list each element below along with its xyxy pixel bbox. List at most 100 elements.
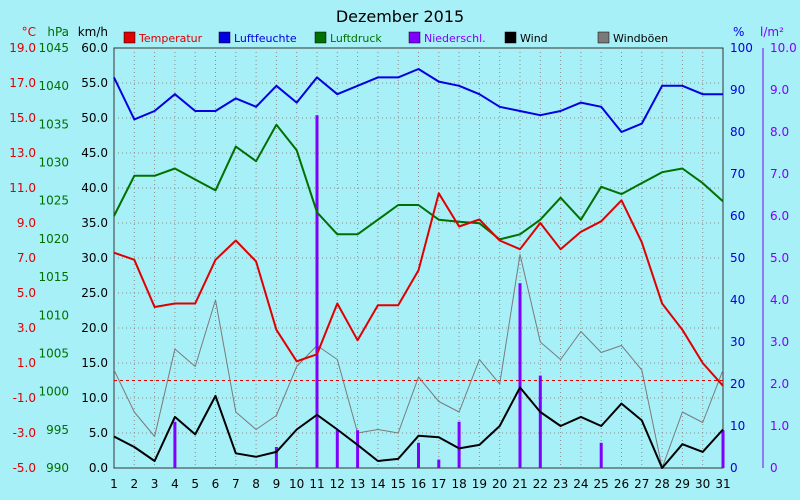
x-tick-label: 12 bbox=[330, 477, 345, 491]
precip-bar bbox=[518, 283, 522, 468]
legend-swatch bbox=[408, 31, 421, 44]
temp-tick-label: 15.0 bbox=[9, 111, 36, 125]
series-line-windb-en bbox=[113, 254, 724, 469]
legend-swatch bbox=[123, 31, 136, 44]
precip-bar bbox=[356, 430, 360, 468]
precip-bar bbox=[457, 421, 461, 468]
precip-bar bbox=[437, 459, 441, 468]
precip-tick-label: 6.0 bbox=[770, 209, 789, 223]
wind-tick-label: 55.0 bbox=[81, 76, 108, 90]
series-line-luftdruck bbox=[113, 123, 724, 241]
legend-label: Wind bbox=[520, 32, 548, 45]
wind-tick-label: 45.0 bbox=[81, 146, 108, 160]
x-tick-label: 21 bbox=[512, 477, 527, 491]
legend-label: Luftdruck bbox=[330, 32, 382, 45]
precip-tick-label: 1.0 bbox=[770, 419, 789, 433]
pressure-tick-label: 1000 bbox=[38, 385, 69, 399]
wind-tick-label: 50.0 bbox=[81, 111, 108, 125]
temp-tick-label: 11.0 bbox=[9, 181, 36, 195]
x-tick-label: 27 bbox=[634, 477, 649, 491]
pressure-tick-label: 1010 bbox=[38, 308, 69, 322]
x-tick-label: 17 bbox=[431, 477, 446, 491]
precip-bar bbox=[599, 442, 603, 468]
temp-tick-label: 17.0 bbox=[9, 76, 36, 90]
humidity-tick-label: 100 bbox=[730, 41, 753, 55]
humidity-tick-label: 80 bbox=[730, 125, 745, 139]
humidity-tick-label: 90 bbox=[730, 83, 745, 97]
wind-tick-label: 5.0 bbox=[89, 426, 108, 440]
legend-label: Niederschl. bbox=[424, 32, 486, 45]
precip-bar bbox=[335, 430, 339, 468]
wind-tick-label: 40.0 bbox=[81, 181, 108, 195]
humidity-tick-label: 10 bbox=[730, 419, 745, 433]
x-tick-label: 31 bbox=[715, 477, 730, 491]
wind-tick-label: 25.0 bbox=[81, 286, 108, 300]
x-tick-label: 10 bbox=[289, 477, 304, 491]
temp-tick-label: -1.0 bbox=[13, 391, 36, 405]
chart-title: Dezember 2015 bbox=[336, 7, 464, 26]
x-tick-label: 7 bbox=[232, 477, 240, 491]
precip-bar bbox=[315, 115, 319, 468]
legend-label: Temperatur bbox=[138, 32, 203, 45]
precip-bar bbox=[538, 375, 542, 468]
x-tick-label: 9 bbox=[273, 477, 281, 491]
wind-tick-label: 35.0 bbox=[81, 216, 108, 230]
temp-tick-label: 19.0 bbox=[9, 41, 36, 55]
series-line-luftfeuchte bbox=[113, 68, 723, 133]
temp-tick-label: 3.0 bbox=[17, 321, 36, 335]
precip-bar bbox=[721, 430, 725, 468]
wind-tick-label: 60.0 bbox=[81, 41, 108, 55]
x-tick-label: 14 bbox=[370, 477, 385, 491]
x-tick-label: 1 bbox=[110, 477, 118, 491]
temp-tick-label: 9.0 bbox=[17, 216, 36, 230]
legend-swatch bbox=[597, 31, 610, 44]
temp-axis-label: °C bbox=[22, 25, 36, 39]
x-tick-label: 26 bbox=[614, 477, 629, 491]
wind-axis-label: km/h bbox=[78, 25, 108, 39]
precip-tick-label: 2.0 bbox=[770, 377, 789, 391]
legend-swatch bbox=[504, 31, 517, 44]
x-tick-label: 19 bbox=[472, 477, 487, 491]
precip-tick-label: 3.0 bbox=[770, 335, 789, 349]
temp-tick-label: 7.0 bbox=[17, 251, 36, 265]
wind-tick-label: 30.0 bbox=[81, 251, 108, 265]
x-tick-label: 2 bbox=[130, 477, 138, 491]
x-tick-label: 15 bbox=[391, 477, 406, 491]
humidity-tick-label: 40 bbox=[730, 293, 745, 307]
x-tick-label: 23 bbox=[553, 477, 568, 491]
temp-tick-label: -5.0 bbox=[13, 461, 36, 475]
x-tick-label: 18 bbox=[451, 477, 466, 491]
pressure-axis-label: hPa bbox=[47, 25, 69, 39]
temp-tick-label: 5.0 bbox=[17, 286, 36, 300]
pressure-tick-label: 1040 bbox=[38, 79, 69, 93]
x-tick-label: 6 bbox=[212, 477, 220, 491]
x-tick-label: 25 bbox=[594, 477, 609, 491]
humidity-axis-label: % bbox=[733, 25, 744, 39]
pressure-tick-label: 1005 bbox=[38, 346, 69, 360]
series-line-wind bbox=[113, 386, 724, 469]
wind-tick-label: 10.0 bbox=[81, 391, 108, 405]
wind-tick-label: 15.0 bbox=[81, 356, 108, 370]
pressure-tick-label: 995 bbox=[46, 423, 69, 437]
humidity-tick-label: 70 bbox=[730, 167, 745, 181]
precip-axis-label: l/m² bbox=[760, 25, 784, 39]
x-tick-label: 30 bbox=[695, 477, 710, 491]
wind-tick-label: 0.0 bbox=[89, 461, 108, 475]
x-tick-label: 3 bbox=[151, 477, 159, 491]
x-tick-label: 24 bbox=[573, 477, 588, 491]
pressure-tick-label: 1035 bbox=[38, 117, 69, 131]
pressure-tick-label: 1045 bbox=[38, 41, 69, 55]
x-tick-label: 22 bbox=[533, 477, 548, 491]
precip-tick-label: 7.0 bbox=[770, 167, 789, 181]
precip-bar bbox=[173, 421, 177, 468]
legend-swatch bbox=[218, 31, 231, 44]
precip-tick-label: 10.0 bbox=[770, 41, 797, 55]
precip-tick-label: 8.0 bbox=[770, 125, 789, 139]
humidity-tick-label: 50 bbox=[730, 251, 745, 265]
series-line-temperatur bbox=[113, 192, 724, 387]
humidity-tick-label: 30 bbox=[730, 335, 745, 349]
x-tick-label: 5 bbox=[191, 477, 199, 491]
pressure-tick-label: 990 bbox=[46, 461, 69, 475]
